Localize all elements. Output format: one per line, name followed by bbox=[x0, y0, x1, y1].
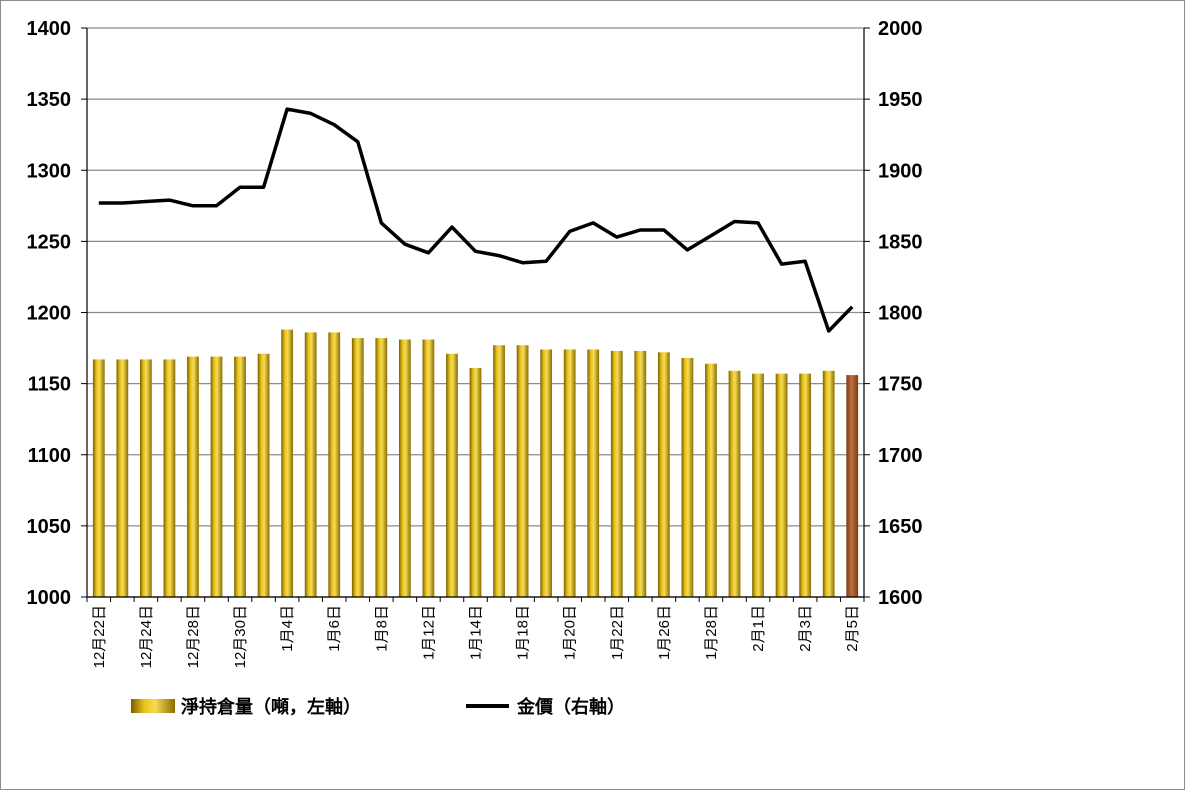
x-axis-tick-label: 2月3日 bbox=[797, 605, 814, 652]
bar bbox=[257, 353, 270, 597]
legend-label-net-position: 淨持倉量（噸，左軸） bbox=[181, 696, 361, 717]
bar bbox=[469, 367, 482, 597]
x-axis-tick-label: 12月22日 bbox=[91, 605, 108, 668]
bar bbox=[563, 349, 576, 597]
left-axis-tick-label: 1100 bbox=[28, 445, 71, 467]
bar bbox=[375, 338, 388, 597]
bar bbox=[139, 359, 152, 597]
x-axis-tick-label: 1月12日 bbox=[420, 605, 437, 660]
bar bbox=[328, 332, 341, 597]
bar bbox=[516, 345, 529, 597]
bar bbox=[92, 359, 105, 597]
x-axis-tick-label: 12月30日 bbox=[232, 605, 249, 668]
right-axis-tick-label: 1750 bbox=[878, 374, 923, 396]
right-axis-tick-label: 1950 bbox=[878, 89, 923, 111]
bar-series bbox=[92, 329, 859, 597]
bar bbox=[634, 350, 647, 597]
bar bbox=[422, 339, 435, 597]
x-axis-tick-label: 12月28日 bbox=[185, 605, 202, 668]
bar bbox=[234, 356, 246, 597]
bar bbox=[281, 329, 294, 597]
right-axis-tick-label: 1900 bbox=[878, 160, 923, 182]
legend-label-gold-price: 金價（右軸） bbox=[516, 696, 625, 717]
x-axis-tick-label: 1月14日 bbox=[468, 605, 485, 660]
bar bbox=[775, 373, 788, 597]
bar bbox=[846, 375, 859, 597]
legend-swatch-bar bbox=[131, 699, 175, 713]
left-axis-tick-label: 1200 bbox=[27, 303, 72, 325]
bar bbox=[163, 359, 176, 597]
x-axis-tick-label: 1月20日 bbox=[562, 605, 579, 660]
bar bbox=[752, 373, 764, 597]
bar bbox=[610, 350, 623, 597]
left-axis-tick-label: 1300 bbox=[27, 160, 72, 182]
x-axis-tick-label: 1月26日 bbox=[656, 605, 673, 660]
bar bbox=[728, 370, 741, 597]
left-axis-tick-label: 1350 bbox=[27, 89, 72, 111]
line-series bbox=[98, 107, 854, 333]
bar bbox=[587, 349, 600, 597]
x-axis-tick-label: 2月5日 bbox=[844, 605, 861, 652]
gold-price-line bbox=[98, 107, 854, 333]
x-axis-tick-label: 1月4日 bbox=[279, 605, 296, 652]
x-axis-tick-label: 1月6日 bbox=[326, 605, 343, 652]
bar bbox=[446, 353, 458, 597]
left-axis-tick-label: 1250 bbox=[27, 231, 72, 253]
left-axis-tick-label: 1050 bbox=[27, 516, 72, 538]
bar bbox=[705, 363, 717, 597]
bar bbox=[187, 356, 199, 597]
x-axis-tick-label: 1月18日 bbox=[515, 605, 532, 660]
bar bbox=[799, 373, 812, 597]
right-axis-tick-label: 1650 bbox=[878, 516, 923, 538]
legend: 淨持倉量（噸，左軸） 金價（右軸） bbox=[131, 696, 625, 717]
bar bbox=[116, 359, 129, 597]
bar bbox=[681, 358, 694, 597]
bar bbox=[304, 332, 317, 597]
bar bbox=[822, 370, 835, 597]
x-axis-tick-label: 2月1日 bbox=[750, 605, 767, 652]
x-axis-tick-label: 12月24日 bbox=[138, 605, 155, 668]
bar bbox=[210, 356, 223, 597]
bar bbox=[493, 345, 505, 597]
x-axis-tick-label: 1月28日 bbox=[703, 605, 720, 660]
right-axis-tick-label: 1850 bbox=[878, 231, 923, 253]
left-axis-tick-label: 1000 bbox=[27, 587, 72, 609]
right-axis-tick-label: 2000 bbox=[878, 18, 923, 40]
left-axis-tick-label: 1400 bbox=[27, 18, 72, 40]
axes: 1000 1050 1100 1150 1200 1250 1300 1350 1400 1600… bbox=[27, 18, 923, 668]
bar bbox=[351, 338, 364, 597]
bar bbox=[540, 349, 553, 597]
right-axis-tick-label: 1800 bbox=[878, 303, 923, 325]
left-axis-tick-label: 1150 bbox=[28, 374, 71, 396]
x-axis-tick-label: 1月8日 bbox=[373, 605, 390, 652]
x-axis-tick-label: 1月22日 bbox=[609, 605, 626, 660]
bar bbox=[657, 352, 670, 597]
right-axis-tick-label: 1600 bbox=[878, 587, 923, 609]
bar bbox=[398, 339, 411, 597]
right-axis-tick-label: 1700 bbox=[878, 445, 923, 467]
